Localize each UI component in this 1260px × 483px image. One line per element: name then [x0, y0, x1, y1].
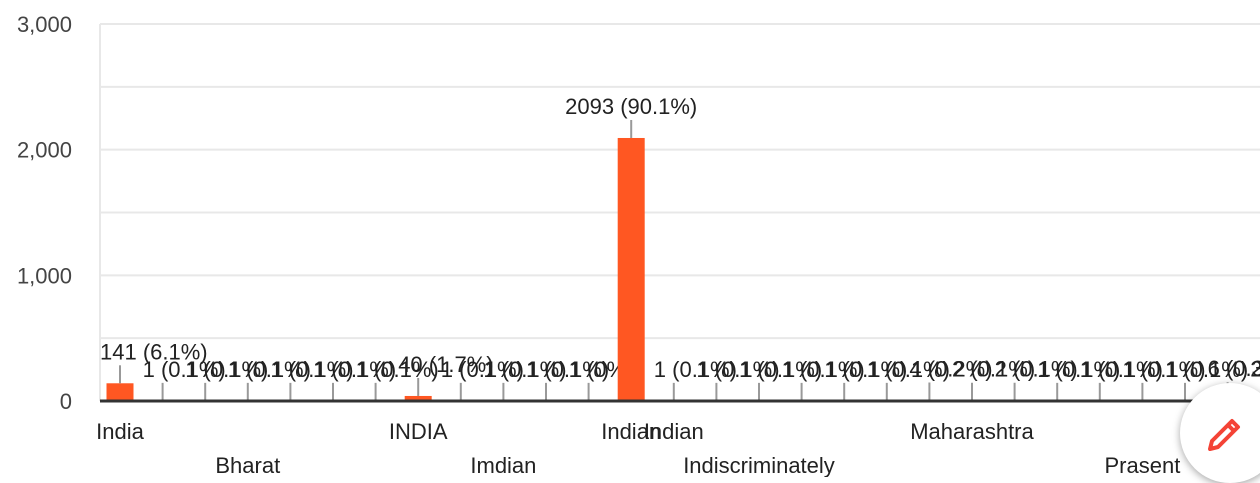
x-tick-label: Prasent	[1104, 453, 1180, 477]
x-tick-label: India	[96, 419, 144, 444]
pencil-icon	[1202, 413, 1246, 457]
x-tick-label: Imdian	[470, 453, 536, 477]
bar	[618, 138, 645, 401]
y-tick-label: 3,000	[17, 12, 72, 37]
x-tick-label: INDIA	[389, 419, 448, 444]
y-tick-label: 1,000	[17, 263, 72, 288]
y-tick-label: 2,000	[17, 138, 72, 163]
data-label: 2 (0.1%)	[1250, 357, 1260, 382]
y-tick-label: 0	[60, 389, 72, 414]
x-tick-label: Indiscriminately	[683, 453, 835, 477]
x-tick-label: Maharashtra	[910, 419, 1034, 444]
x-tick-label: Bharat	[215, 453, 280, 477]
data-label: 2093 (90.1%)	[565, 94, 697, 119]
x-tick-label: Indian	[644, 419, 704, 444]
bar	[107, 383, 134, 401]
